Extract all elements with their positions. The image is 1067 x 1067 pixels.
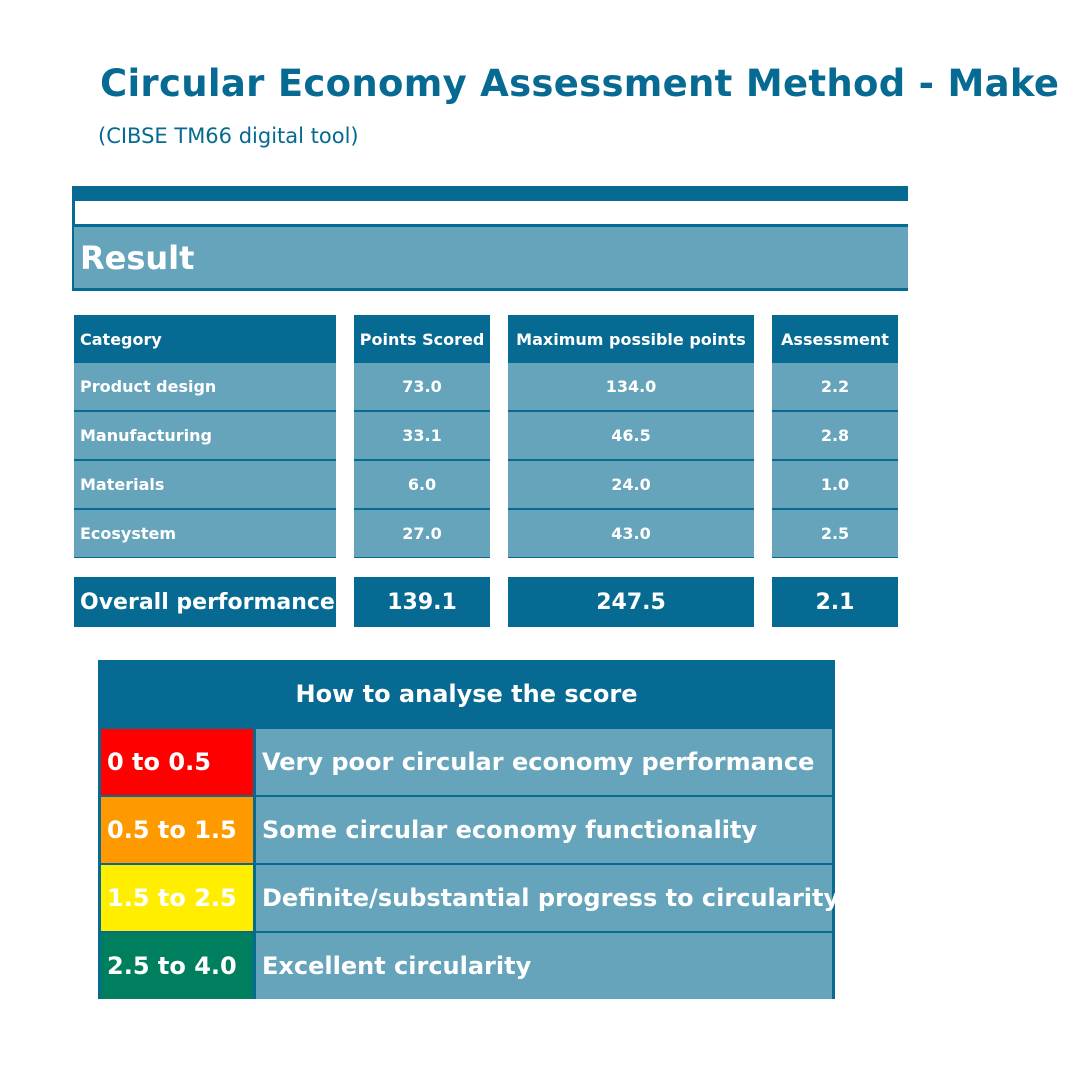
table-row-max: 43.0 — [508, 510, 754, 559]
table-row-points: 33.1 — [354, 412, 490, 461]
overall-max-points: 247.5 — [508, 577, 754, 627]
table-row-points: 27.0 — [354, 510, 490, 559]
legend-range: 0 to 0.5 — [101, 729, 253, 795]
table-row-category: Ecosystem — [74, 510, 336, 559]
page-title: Circular Economy Assessment Method - Mak… — [100, 62, 1060, 105]
table-row-max: 46.5 — [508, 412, 754, 461]
points-column: Points Scored 73.0 33.1 6.0 27.0 139.1 — [354, 315, 490, 627]
table-separator — [772, 558, 898, 577]
assessment-column: Assessment 2.2 2.8 1.0 2.5 2.1 — [772, 315, 898, 627]
overall-points: 139.1 — [354, 577, 490, 627]
legend-description: Some circular economy functionality — [256, 797, 832, 863]
max-points-column: Maximum possible points 134.0 46.5 24.0 … — [508, 315, 754, 627]
table-row-assessment: 2.2 — [772, 363, 898, 412]
table-separator — [354, 558, 490, 577]
category-header: Category — [74, 315, 336, 363]
header-bar-left-edge — [72, 186, 75, 291]
legend-row: 1.5 to 2.5 Definite/substantial progress… — [101, 865, 839, 931]
legend-range: 1.5 to 2.5 — [101, 865, 253, 931]
legend-range: 2.5 to 4.0 — [101, 933, 253, 999]
table-row-assessment: 1.0 — [772, 461, 898, 510]
table-row-category: Materials — [74, 461, 336, 510]
table-row-points: 6.0 — [354, 461, 490, 510]
result-heading: Result — [74, 224, 908, 291]
table-row-assessment: 2.8 — [772, 412, 898, 461]
legend-range: 0.5 to 1.5 — [101, 797, 253, 863]
table-row-category: Manufacturing — [74, 412, 336, 461]
overall-assessment: 2.1 — [772, 577, 898, 627]
table-row-points: 73.0 — [354, 363, 490, 412]
table-row-assessment: 2.5 — [772, 510, 898, 559]
table-separator — [508, 558, 754, 577]
legend-description: Definite/substantial progress to circula… — [256, 865, 839, 931]
overall-performance-label: Overall performance — [74, 577, 336, 627]
legend-row: 2.5 to 4.0 Excellent circularity — [101, 933, 832, 999]
table-row-max: 24.0 — [508, 461, 754, 510]
legend-description: Excellent circularity — [256, 933, 832, 999]
score-legend: How to analyse the score 0 to 0.5 Very p… — [98, 660, 839, 999]
legend-title: How to analyse the score — [295, 680, 638, 708]
header-bar — [72, 186, 908, 201]
legend-description: Very poor circular economy performance — [256, 729, 832, 795]
legend-row: 0.5 to 1.5 Some circular economy functio… — [101, 797, 832, 863]
category-column: Category Product design Manufacturing Ma… — [74, 315, 336, 627]
table-row-category: Product design — [74, 363, 336, 412]
legend-row: 0 to 0.5 Very poor circular economy perf… — [101, 729, 832, 795]
assessment-header: Assessment — [772, 315, 898, 363]
table-separator — [74, 558, 336, 577]
max-points-header: Maximum possible points — [508, 315, 754, 363]
table-row-max: 134.0 — [508, 363, 754, 412]
page-subtitle: (CIBSE TM66 digital tool) — [98, 124, 359, 148]
points-header: Points Scored — [354, 315, 490, 363]
